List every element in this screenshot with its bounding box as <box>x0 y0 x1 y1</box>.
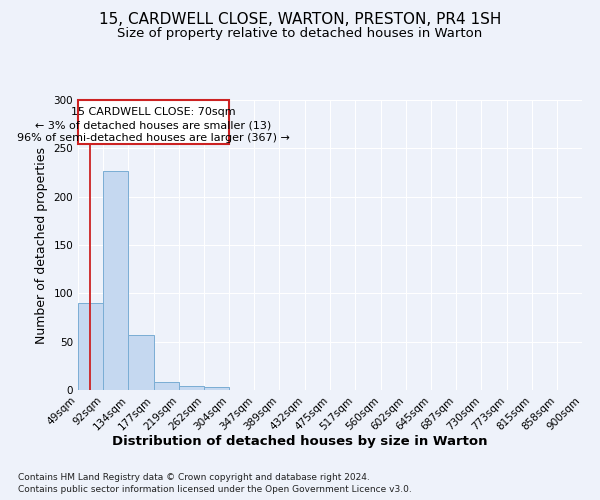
Bar <box>128 335 154 390</box>
Bar <box>78 100 229 144</box>
Text: 96% of semi-detached houses are larger (367) →: 96% of semi-detached houses are larger (… <box>17 133 290 143</box>
Text: 15, CARDWELL CLOSE, WARTON, PRESTON, PR4 1SH: 15, CARDWELL CLOSE, WARTON, PRESTON, PR4… <box>99 12 501 28</box>
Text: Distribution of detached houses by size in Warton: Distribution of detached houses by size … <box>112 435 488 448</box>
Text: Size of property relative to detached houses in Warton: Size of property relative to detached ho… <box>118 28 482 40</box>
Bar <box>204 387 229 390</box>
Bar <box>78 303 103 390</box>
Text: Contains public sector information licensed under the Open Government Licence v3: Contains public sector information licen… <box>18 485 412 494</box>
Bar <box>179 386 204 390</box>
Text: Contains HM Land Registry data © Crown copyright and database right 2024.: Contains HM Land Registry data © Crown c… <box>18 472 370 482</box>
Text: 15 CARDWELL CLOSE: 70sqm: 15 CARDWELL CLOSE: 70sqm <box>71 107 236 117</box>
Bar <box>154 382 179 390</box>
Y-axis label: Number of detached properties: Number of detached properties <box>35 146 48 344</box>
Bar <box>103 170 128 390</box>
Text: ← 3% of detached houses are smaller (13): ← 3% of detached houses are smaller (13) <box>35 120 272 130</box>
